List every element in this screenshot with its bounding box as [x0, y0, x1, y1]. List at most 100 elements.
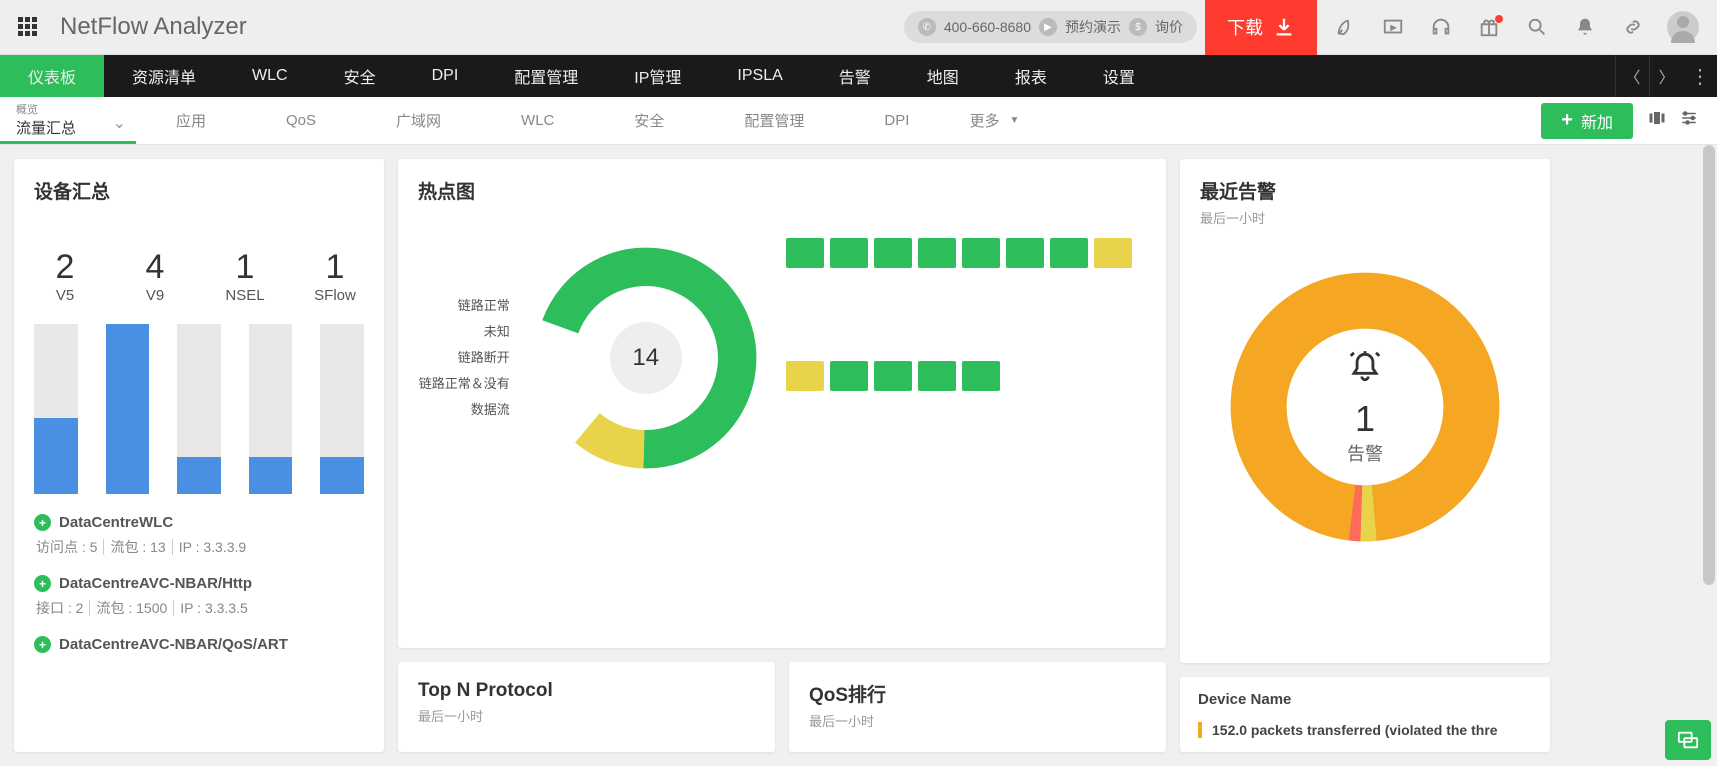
search-icon[interactable]	[1517, 7, 1557, 47]
device-summary-card: 设备汇总 2V54V91NSEL1SFlowW +DataCentreWLC访问…	[14, 159, 384, 752]
expand-icon[interactable]: +	[34, 575, 51, 592]
heat-cell[interactable]	[786, 361, 824, 391]
download-label: 下载	[1227, 14, 1263, 40]
heat-cell[interactable]	[830, 238, 868, 268]
headset-icon[interactable]	[1421, 7, 1461, 47]
device-summary-title: 设备汇总	[14, 159, 384, 208]
qos-rank-card: QoS排行 最后一小时	[789, 662, 1166, 752]
plus-icon: +	[1561, 109, 1573, 132]
quote-label[interactable]: 询价	[1155, 17, 1183, 37]
device-bar	[177, 324, 221, 494]
bell-icon[interactable]	[1565, 7, 1605, 47]
mainnav-tab[interactable]: 配置管理	[486, 55, 606, 97]
mainnav-tab[interactable]: 告警	[811, 55, 899, 97]
alarm-bell-icon	[1343, 348, 1387, 394]
top-bar: NetFlow Analyzer ✆ 400-660-8680 ▶ 预约演示 $…	[0, 0, 1717, 55]
topn-sub: 最后一小时	[398, 706, 775, 725]
nav-next[interactable]: 〉	[1649, 55, 1683, 97]
gift-icon[interactable]	[1469, 7, 1509, 47]
add-button[interactable]: + 新加	[1541, 103, 1633, 139]
expand-icon[interactable]: +	[34, 514, 51, 531]
heat-cell[interactable]	[918, 238, 956, 268]
mainnav-tab[interactable]: 安全	[316, 55, 404, 97]
device-bar	[249, 324, 293, 494]
demo-label[interactable]: 预约演示	[1065, 17, 1121, 37]
mainnav-tab[interactable]: IP管理	[606, 55, 709, 97]
vertical-scrollbar[interactable]	[1701, 145, 1717, 766]
link-icon[interactable]	[1613, 7, 1653, 47]
heatmap-card: 热点图 链路正常未知链路断开链路正常＆没有数据流 14	[398, 159, 1166, 648]
heatmap-grid	[786, 238, 1146, 478]
heat-cell[interactable]	[1006, 238, 1044, 268]
scrollbar-thumb[interactable]	[1703, 145, 1715, 585]
heat-cell[interactable]	[874, 238, 912, 268]
subnav-tab[interactable]: 应用	[136, 97, 246, 144]
device-list-item[interactable]: +DataCentreAVC-NBAR/QoS/ART	[34, 636, 364, 653]
heatmap-donut: 14	[526, 238, 766, 478]
dashboard-content: 设备汇总 2V54V91NSEL1SFlowW +DataCentreWLC访问…	[0, 145, 1717, 766]
download-icon	[1273, 16, 1295, 38]
quote-icon: $	[1129, 18, 1147, 36]
qos-title: QoS排行	[789, 662, 1166, 711]
device-stat: 2V5	[34, 248, 96, 304]
subnav-tab[interactable]: 配置管理	[704, 97, 844, 144]
alarm-label: 告警	[1343, 440, 1387, 466]
mainnav-tab[interactable]: 设置	[1075, 55, 1163, 97]
rocket-icon[interactable]	[1325, 7, 1365, 47]
nav-prev[interactable]: 〈	[1615, 55, 1649, 97]
mainnav-tab[interactable]: 资源清单	[104, 55, 224, 97]
apps-grid-icon[interactable]	[18, 17, 38, 37]
subnav-tab[interactable]: DPI	[844, 97, 949, 144]
heat-cell[interactable]	[1050, 238, 1088, 268]
device-stat: 4V9	[124, 248, 186, 304]
subnav-more[interactable]: 更多 ▼	[949, 110, 1039, 131]
heat-cell[interactable]	[874, 361, 912, 391]
heat-cell[interactable]	[1094, 238, 1132, 268]
chat-button[interactable]	[1665, 720, 1711, 760]
mainnav-tab[interactable]: DPI	[404, 55, 487, 97]
expand-icon[interactable]: +	[34, 636, 51, 653]
subnav-tab[interactable]: 安全	[594, 97, 704, 144]
mainnav-tab[interactable]: IPSLA	[709, 55, 810, 97]
heat-cell[interactable]	[918, 361, 956, 391]
alarms-title: 最近告警	[1180, 159, 1550, 208]
alarm-donut: 1 告警	[1225, 267, 1505, 547]
chevron-down-icon: ⌄	[113, 113, 126, 133]
heatmap-legend: 链路正常未知链路断开链路正常＆没有数据流	[418, 293, 510, 423]
add-label: 新加	[1581, 109, 1613, 133]
heat-cell[interactable]	[962, 238, 1000, 268]
main-nav: 仪表板资源清单WLC安全DPI配置管理IP管理IPSLA告警地图报表设置 〈 〉…	[0, 55, 1717, 97]
subnav-tab[interactable]: 广域网	[356, 97, 481, 144]
device-name-card: Device Name 152.0 packets transferred (v…	[1180, 677, 1550, 752]
download-button[interactable]: 下载	[1205, 0, 1317, 55]
screen-icon[interactable]	[1373, 7, 1413, 47]
device-bar	[106, 324, 150, 494]
subnav-current[interactable]: 概览 流量汇总 ⌄	[0, 97, 136, 144]
device-list-item[interactable]: +DataCentreWLC访问点 : 5流包 : 13IP : 3.3.3.9	[34, 514, 364, 557]
qos-sub: 最后一小时	[789, 711, 1166, 730]
subnav-tab[interactable]: WLC	[481, 97, 594, 144]
alarm-row[interactable]: 152.0 packets transferred (violated the …	[1198, 722, 1532, 738]
recent-alarms-card: 最近告警 最后一小时 1 告警	[1180, 159, 1550, 663]
nav-more-icon[interactable]: ⋮	[1683, 55, 1717, 97]
heat-cell[interactable]	[786, 238, 824, 268]
mainnav-tab[interactable]: 报表	[987, 55, 1075, 97]
heat-cell[interactable]	[962, 361, 1000, 391]
device-stat: 1SFlow	[304, 248, 366, 304]
more-label: 更多	[969, 110, 999, 131]
widget-icon[interactable]	[1647, 109, 1667, 132]
subnav-tab[interactable]: QoS	[246, 97, 356, 144]
user-avatar[interactable]	[1667, 11, 1699, 43]
sub-nav: 概览 流量汇总 ⌄ 应用QoS广域网WLC安全配置管理DPI 更多 ▼ + 新加	[0, 97, 1717, 145]
contact-pill: ✆ 400-660-8680 ▶ 预约演示 $ 询价	[904, 11, 1197, 43]
mainnav-tab[interactable]: 地图	[899, 55, 987, 97]
mainnav-tab[interactable]: 仪表板	[0, 55, 104, 97]
heatmap-title: 热点图	[398, 159, 1166, 208]
device-list-item[interactable]: +DataCentreAVC-NBAR/Http接口 : 2流包 : 1500I…	[34, 575, 364, 618]
settings-icon[interactable]	[1679, 109, 1699, 132]
top-n-protocol-card: Top N Protocol 最后一小时	[398, 662, 775, 752]
alarm-count: 1	[1343, 398, 1387, 440]
phone-number: 400-660-8680	[944, 19, 1031, 35]
heat-cell[interactable]	[830, 361, 868, 391]
mainnav-tab[interactable]: WLC	[224, 55, 316, 97]
